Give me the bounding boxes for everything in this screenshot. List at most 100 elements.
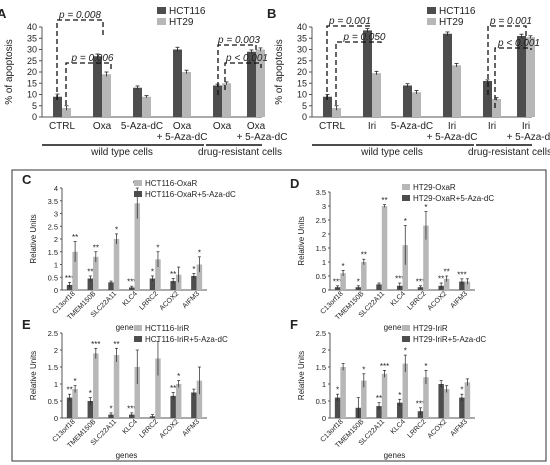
significance-mark: * bbox=[404, 217, 407, 226]
bar-4-series-1 bbox=[155, 259, 161, 290]
bar-2-series-1 bbox=[113, 355, 120, 418]
bar-2-series-0 bbox=[376, 284, 382, 290]
y-tick-label: 15 bbox=[297, 78, 307, 88]
bar-hct116-1 bbox=[93, 56, 102, 117]
bar-6-series-0 bbox=[191, 275, 197, 290]
bar-hct116-4 bbox=[483, 81, 492, 117]
significance-mark: * bbox=[460, 386, 463, 395]
legend-label: HT29 bbox=[169, 17, 194, 28]
significance-mark: * bbox=[398, 391, 401, 400]
gene-tick-label: LRRC2 bbox=[138, 290, 159, 311]
bar-6-series-0 bbox=[191, 392, 197, 418]
p-value-label: p = 0.050 bbox=[343, 32, 386, 43]
plus-aza-label: + 5-Aza-dC bbox=[237, 132, 288, 143]
y-tick-label: 15 bbox=[27, 78, 37, 88]
significance-mark: ** bbox=[170, 270, 176, 279]
p-bracket bbox=[326, 25, 373, 100]
legend-label: HCT116-IriR+5-Aza-dC bbox=[145, 335, 228, 344]
bar-6-series-1 bbox=[464, 382, 471, 418]
legend-label: HT29 bbox=[439, 17, 464, 28]
x-axis-label: genes bbox=[384, 451, 406, 460]
y-tick-label: 0.5 bbox=[316, 397, 326, 406]
x-axis-label: genes bbox=[384, 323, 406, 332]
significance-mark: *** bbox=[127, 404, 136, 413]
significance-mark: ** bbox=[66, 386, 72, 395]
bar-hct116-2 bbox=[133, 87, 142, 117]
bar-hct116-2 bbox=[403, 85, 412, 117]
y-tick-label: 3.5 bbox=[48, 197, 58, 206]
y-tick-label: 3 bbox=[322, 202, 326, 211]
x-tick-label: Oxa bbox=[213, 121, 232, 132]
y-tick-label: 1.5 bbox=[316, 363, 326, 372]
bar-3-series-1 bbox=[134, 203, 140, 290]
bar-ht29-0 bbox=[62, 108, 71, 117]
y-tick-label: 40 bbox=[297, 22, 307, 32]
bar-hct116-3 bbox=[443, 33, 452, 117]
bar-2-series-1 bbox=[381, 373, 388, 418]
p-value-label: p = 0.003 bbox=[217, 35, 260, 46]
significance-mark: * bbox=[424, 362, 427, 371]
x-tick-label: 5-Aza-dC bbox=[391, 121, 433, 132]
bar-3-series-1 bbox=[402, 245, 408, 290]
significance-mark: * bbox=[192, 265, 195, 274]
legend-swatch bbox=[427, 18, 436, 25]
bar-6-series-0 bbox=[459, 397, 465, 418]
gene-tick-label: AIFM3 bbox=[450, 290, 470, 310]
bar-4-series-1 bbox=[423, 225, 429, 290]
legend-swatch bbox=[134, 191, 142, 197]
legend-swatch bbox=[134, 325, 142, 331]
p-value-label: p < 0.001 bbox=[497, 38, 540, 49]
bar-0-series-1 bbox=[72, 389, 78, 418]
y-tick-label: 1.5 bbox=[48, 363, 58, 372]
significance-mark: *** bbox=[333, 277, 342, 286]
bar-2-series-0 bbox=[108, 282, 114, 290]
gene-tick-label: AIFM3 bbox=[182, 418, 202, 438]
x-tick-label: Oxa bbox=[173, 121, 192, 132]
bar-3-series-1 bbox=[402, 363, 408, 418]
significance-mark: * bbox=[424, 203, 427, 212]
significance-mark: *** bbox=[395, 275, 404, 284]
x-axis-label: genes bbox=[116, 323, 138, 332]
significance-mark: *** bbox=[380, 362, 389, 371]
p-bracket bbox=[56, 19, 104, 100]
x-tick-label: Oxa bbox=[247, 121, 266, 132]
bar-ht29-2 bbox=[142, 96, 151, 117]
plus-aza-label: + 5-Aza-dC bbox=[507, 132, 550, 143]
y-axis-label: Relative Units bbox=[297, 351, 306, 400]
resistant-label: drug-resistant cells bbox=[468, 147, 550, 158]
y-tick-label: 0 bbox=[322, 414, 326, 423]
y-tick-label: 1 bbox=[322, 380, 326, 389]
panel-letter: A bbox=[0, 6, 7, 21]
bar-hct116-4 bbox=[213, 85, 222, 117]
y-tick-label: 0.5 bbox=[48, 397, 58, 406]
p-bracket bbox=[65, 62, 112, 105]
p-value-label: p = 0.001 bbox=[489, 16, 532, 27]
p-bracket bbox=[224, 62, 262, 90]
y-tick-label: 3 bbox=[54, 210, 58, 219]
significance-mark: ** bbox=[438, 275, 444, 284]
y-tick-label: 1 bbox=[54, 380, 58, 389]
significance-mark: ** bbox=[72, 233, 78, 242]
gene-tick-label: LRRC2 bbox=[406, 418, 427, 439]
significance-mark: * bbox=[89, 389, 92, 398]
bar-hct116-5 bbox=[247, 51, 256, 117]
significance-mark: *** bbox=[91, 340, 100, 349]
legend-swatch bbox=[402, 336, 410, 342]
y-tick-label: 0 bbox=[302, 112, 307, 122]
y-tick-label: 3.5 bbox=[316, 188, 326, 197]
significance-mark: ** bbox=[381, 196, 387, 205]
bar-0-series-0 bbox=[66, 397, 73, 418]
gene-tick-label: KLC4 bbox=[390, 418, 407, 435]
significance-mark: ** bbox=[113, 340, 119, 349]
y-tick-label: 25 bbox=[297, 56, 307, 66]
bar-5-series-1 bbox=[175, 384, 182, 418]
bar-hct116-1 bbox=[363, 30, 372, 117]
bar-ht29-4 bbox=[492, 99, 501, 117]
p-value-label: p = 0.001 bbox=[328, 16, 371, 27]
legend-swatch bbox=[402, 184, 410, 190]
bar-hct116-3 bbox=[173, 49, 182, 117]
